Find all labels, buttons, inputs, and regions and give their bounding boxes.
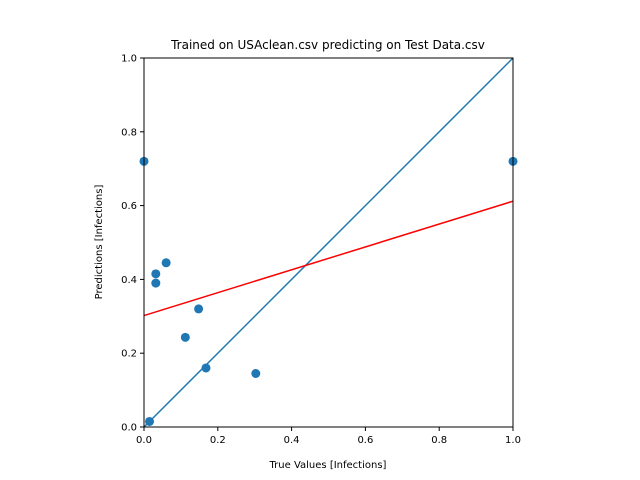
y-tick-label: 0.0 <box>121 423 137 434</box>
scatter-point <box>180 332 190 342</box>
fit-line <box>143 200 514 317</box>
y-tick-label: 0.4 <box>121 275 137 286</box>
x-tick-label: 0.0 <box>136 435 152 446</box>
x-tick-label: 0.6 <box>357 435 373 446</box>
chart-title: Trained on USAclean.csv predicting on Te… <box>170 38 485 52</box>
identity-line <box>143 57 514 428</box>
plot-lines <box>143 57 514 428</box>
x-tick-label: 0.2 <box>210 435 226 446</box>
plot-frame <box>143 57 514 428</box>
plot-points <box>139 156 518 426</box>
scatter-point <box>201 363 211 373</box>
scatter-point <box>161 258 171 268</box>
x-axis-ticks: 0.0 0.2 0.4 0.6 0.8 1.0 <box>136 427 521 446</box>
x-tick-label: 0.8 <box>431 435 447 446</box>
y-tick-label: 0.6 <box>121 201 137 212</box>
y-tick-label: 0.2 <box>121 349 137 360</box>
y-axis-ticks: 0.0 0.2 0.4 0.6 0.8 1.0 <box>121 54 144 434</box>
x-tick-label: 0.4 <box>284 435 300 446</box>
y-tick-label: 1.0 <box>121 54 137 65</box>
x-axis-label: True Values [Infections] <box>269 460 387 471</box>
scatter-point <box>194 304 204 314</box>
y-axis-label: Predictions [Infections] <box>94 185 105 300</box>
scatter-point <box>145 416 155 426</box>
scatter-point <box>151 269 161 279</box>
scatter-point <box>251 368 261 378</box>
x-tick-label: 1.0 <box>505 435 521 446</box>
scatter-point <box>151 278 161 288</box>
y-tick-label: 0.8 <box>121 127 137 138</box>
